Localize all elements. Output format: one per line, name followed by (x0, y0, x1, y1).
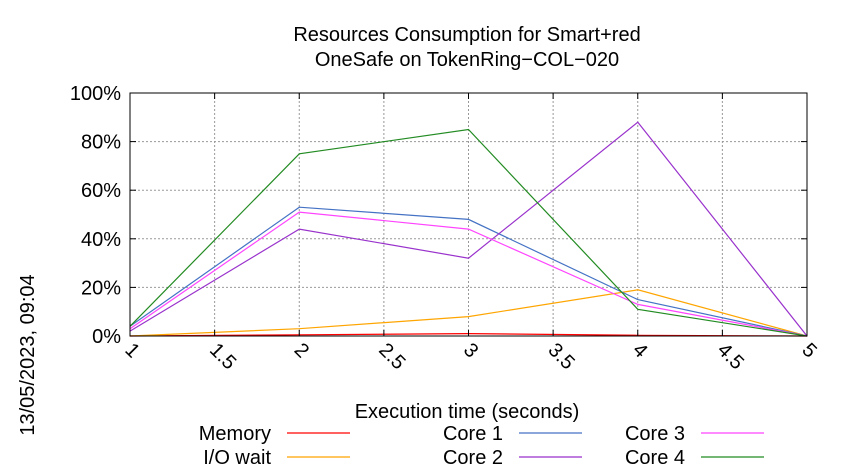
legend-label-core-1: Core 1 (443, 423, 503, 445)
series-line-i-o-wait (129, 289, 808, 337)
legend-label-core-3: Core 3 (625, 423, 685, 445)
x-tick-label: 5 (797, 339, 820, 362)
series-line-core-1 (129, 206, 808, 337)
timestamp-label: 13/05/2023, 09:04 (17, 274, 39, 435)
series-line-core-3 (129, 211, 808, 337)
chart-title-line-1: Resources Consumption for Smart+red (293, 24, 640, 46)
y-axis-ticks: 0% 20% 40% 60% 80% 100% (70, 83, 807, 348)
legend-label-core-4: Core 4 (625, 447, 685, 469)
series-line-core-4 (129, 128, 808, 337)
chart-title-line-2: OneSafe on TokenRing−COL−020 (315, 49, 619, 71)
x-axis-label: Execution time (seconds) (355, 401, 580, 423)
x-tick-label: 4 (628, 339, 651, 362)
x-tick-label: 1.5 (205, 339, 240, 374)
x-tick-label: 2.5 (374, 339, 409, 374)
series-line-core-2 (129, 121, 808, 337)
y-tick-label: 0% (92, 326, 121, 348)
series-lines (129, 121, 808, 337)
x-tick-label: 1 (120, 339, 143, 362)
x-tick-label: 3 (459, 339, 482, 362)
x-tick-label: 4.5 (713, 339, 748, 374)
x-tick-label: 2 (290, 339, 313, 362)
grid-lines (130, 93, 807, 336)
legend-label-core-2: Core 2 (443, 447, 503, 469)
y-tick-label: 20% (81, 277, 121, 299)
y-tick-label: 100% (70, 83, 121, 105)
legend-label-i-o-wait: I/O wait (203, 447, 271, 469)
y-tick-label: 60% (81, 180, 121, 202)
x-tick-label: 3.5 (544, 339, 579, 374)
y-tick-label: 80% (81, 132, 121, 154)
y-tick-label: 40% (81, 229, 121, 251)
legend-label-memory: Memory (199, 423, 271, 445)
